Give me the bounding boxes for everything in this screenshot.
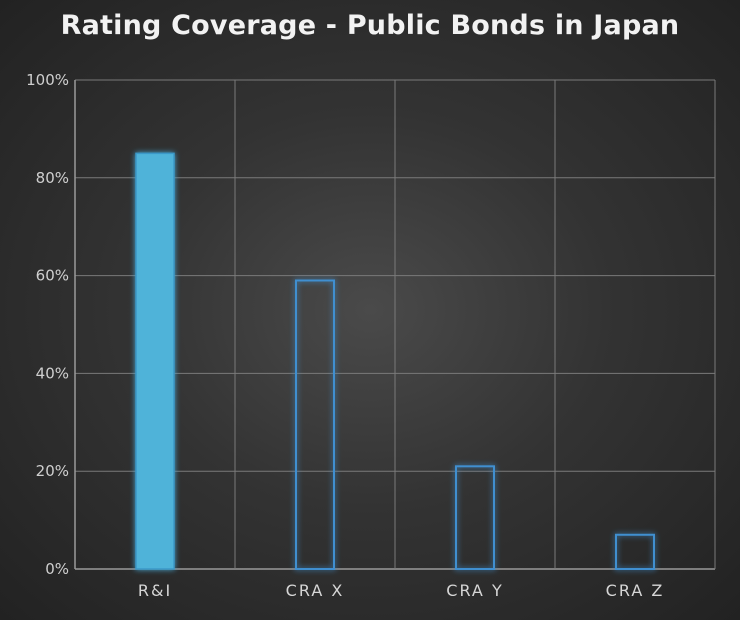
x-tick-label-3: CRA Z	[606, 581, 665, 600]
grid	[74, 79, 716, 570]
bar-3	[615, 533, 655, 571]
y-tick-label-0: 0%	[45, 560, 69, 578]
bar-1	[295, 279, 335, 570]
y-tick-label-2: 40%	[36, 364, 69, 382]
x-axis-ticks: R&I CRA X CRA Y CRA Z	[138, 581, 665, 600]
chart-title: Rating Coverage - Public Bonds in Japan	[60, 10, 680, 41]
bar-0	[135, 152, 175, 570]
y-tick-label-1: 20%	[36, 462, 69, 480]
y-axis-ticks: 0% 20% 40% 60% 80% 100%	[26, 71, 69, 578]
y-tick-label-5: 100%	[26, 71, 69, 89]
x-tick-label-2: CRA Y	[446, 581, 503, 600]
x-tick-label-1: CRA X	[286, 581, 345, 600]
x-tick-label-0: R&I	[138, 581, 172, 600]
bar-2	[455, 465, 495, 570]
y-tick-label-3: 60%	[36, 267, 69, 285]
y-tick-label-4: 80%	[36, 169, 69, 187]
bars	[135, 152, 655, 571]
